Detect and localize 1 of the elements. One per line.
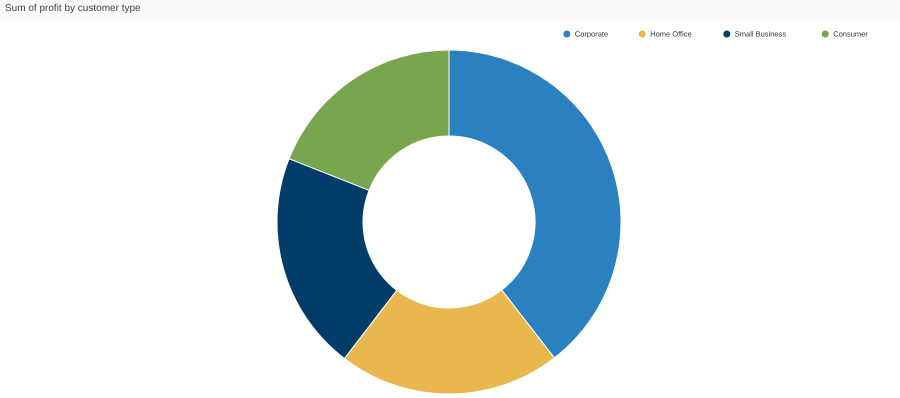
text: Sum of profit by customer type xyxy=(5,3,142,14)
